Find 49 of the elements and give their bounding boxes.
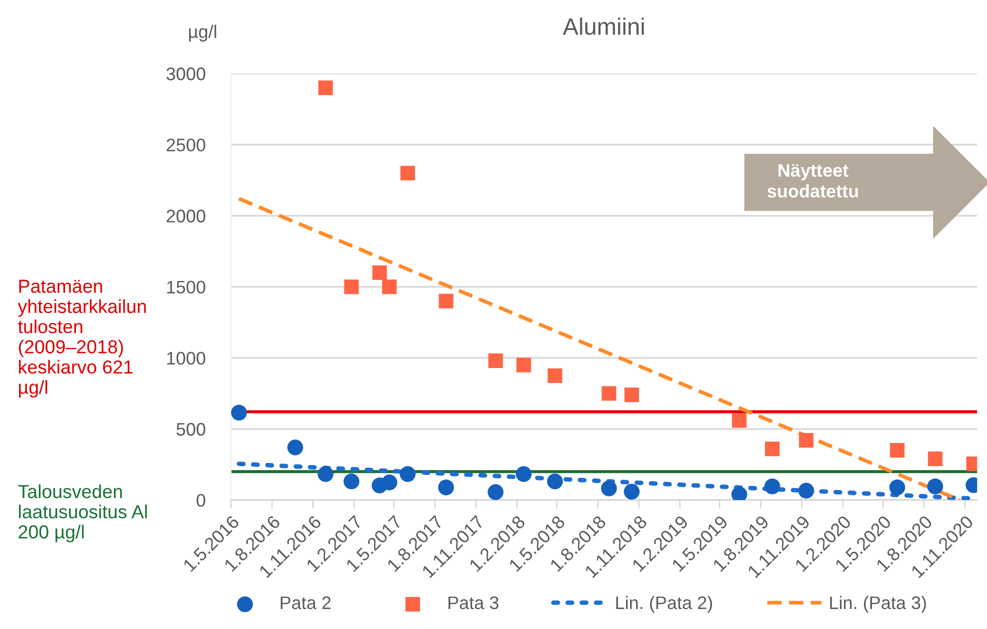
point xyxy=(318,80,333,96)
legend-label: Pata 2 xyxy=(280,596,331,610)
point xyxy=(516,358,531,372)
point xyxy=(488,353,503,368)
point xyxy=(889,479,906,496)
point xyxy=(516,466,532,482)
point xyxy=(601,480,617,496)
point xyxy=(381,474,398,490)
point xyxy=(344,474,360,490)
point xyxy=(602,386,616,401)
y-tick-label: 0 xyxy=(196,494,206,507)
legend-label: Pata 3 xyxy=(448,596,498,610)
point xyxy=(438,479,454,496)
point xyxy=(287,440,304,456)
point xyxy=(231,404,247,421)
y-tick-label: 2000 xyxy=(166,210,206,222)
point xyxy=(547,474,563,490)
point xyxy=(372,265,387,280)
point xyxy=(344,280,359,294)
y-tick-label: 1500 xyxy=(167,280,206,294)
chart-title: Alumiini xyxy=(562,18,644,35)
point xyxy=(382,280,397,294)
legend-label: Lin. (Pata 3) xyxy=(830,596,926,613)
point xyxy=(798,433,814,448)
point xyxy=(928,452,942,466)
legend-label: Lin. (Pata 2) xyxy=(616,596,712,613)
point xyxy=(624,388,639,402)
point xyxy=(318,466,334,482)
ref-line-label: Patamäen yhteistarkkailun tulosten (2009–2018) keskiarvo 621 µg/l xyxy=(18,280,146,398)
point xyxy=(927,478,944,494)
point xyxy=(890,443,905,458)
point xyxy=(624,484,640,500)
ref-line-label: Talousveden laatusuositus Al 200 µg/l xyxy=(18,484,147,542)
annotation: Näytteet suodatettu xyxy=(767,164,858,198)
point xyxy=(765,442,780,456)
y-tick-label: 500 xyxy=(176,422,206,436)
point xyxy=(798,482,814,499)
y-tick-label: 3000 xyxy=(166,68,206,80)
point xyxy=(764,478,780,494)
point xyxy=(400,166,415,180)
point xyxy=(488,484,504,500)
point xyxy=(732,413,747,428)
point xyxy=(400,466,416,482)
y-tick-label: 2500 xyxy=(166,138,206,152)
point xyxy=(438,294,454,308)
point xyxy=(548,368,562,383)
y-axis-title: µg/l xyxy=(189,24,216,42)
y-tick-label: 1000 xyxy=(167,352,206,365)
point xyxy=(731,486,748,500)
